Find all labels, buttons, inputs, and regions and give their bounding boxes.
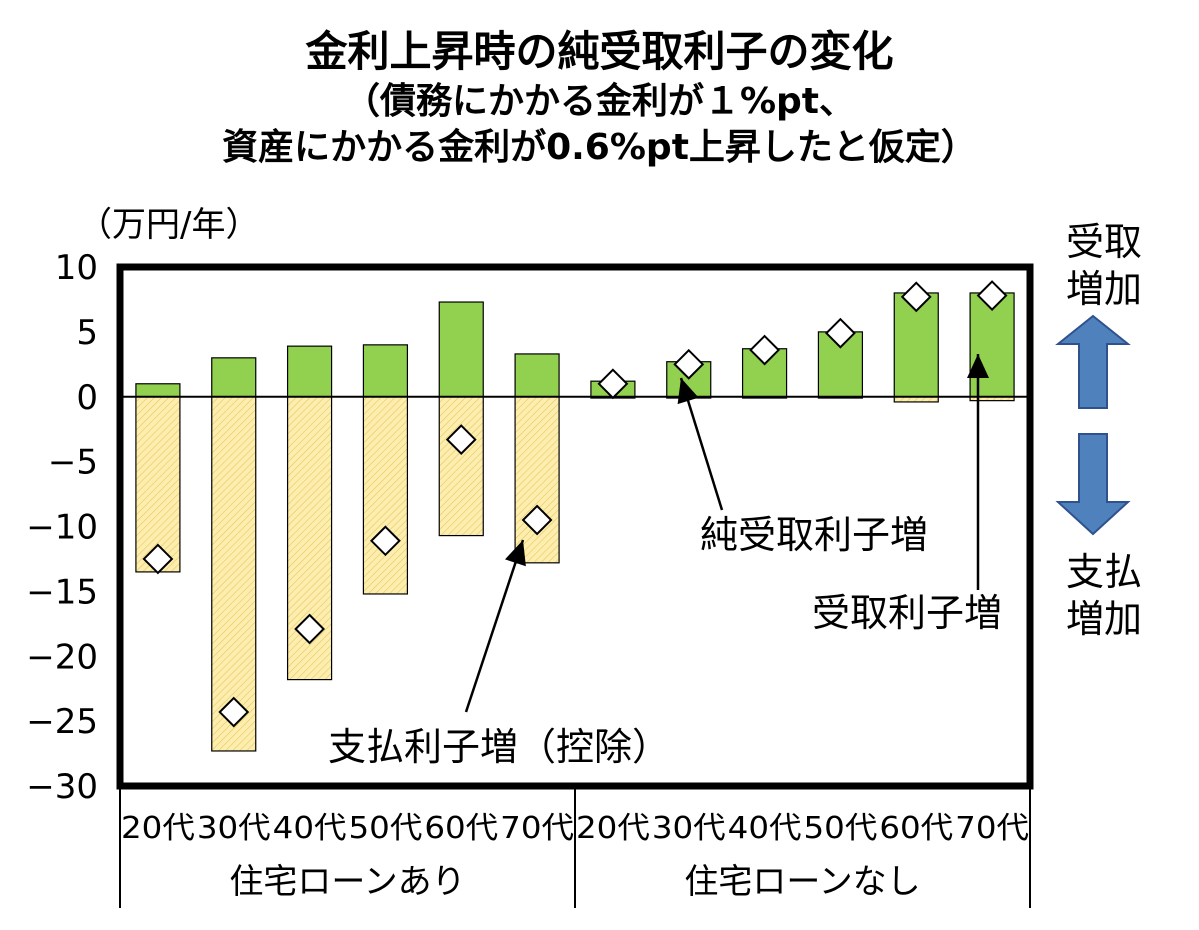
net-marker	[900, 281, 932, 313]
direction-label: 増加	[1066, 267, 1142, 311]
x-tick-label: 50代	[804, 811, 878, 846]
chart-subtitle-line2: 資産にかかる金利が0.6%pt上昇したと仮定）	[222, 127, 977, 168]
y-tick-label: −30	[26, 767, 98, 807]
net-marker	[597, 368, 629, 400]
y-tick-label: 10	[55, 248, 98, 288]
net-marker	[976, 280, 1008, 311]
net-marker	[370, 525, 401, 557]
y-tick-label: −20	[26, 637, 98, 677]
net-marker	[445, 424, 477, 455]
receipt-bar	[438, 301, 484, 398]
x-tick-label: 20代	[121, 811, 195, 846]
payment-arrow-line	[464, 539, 525, 713]
net-marker	[673, 348, 705, 380]
y-tick-label: −5	[48, 443, 98, 483]
chart-title: 金利上昇時の純受取利子の変化	[305, 27, 894, 76]
net-marker	[142, 543, 174, 575]
payment-bar	[135, 396, 181, 573]
net-marker	[749, 334, 780, 366]
y-unit-label: （万円/年）	[78, 205, 259, 245]
payment-bar	[362, 396, 409, 595]
net-marker	[294, 613, 325, 645]
receipt-bar	[362, 344, 409, 398]
x-tick-label: 40代	[273, 811, 347, 846]
net-marker	[218, 696, 250, 728]
x-tick-label: 20代	[576, 811, 650, 846]
x-group-label: 住宅ローンなし	[684, 862, 920, 902]
x-tick-label: 30代	[652, 811, 726, 846]
receipt-bar	[514, 353, 560, 398]
payment-bar	[514, 396, 560, 564]
receipt-bar	[135, 383, 181, 398]
y-tick-label: −15	[26, 572, 98, 612]
x-tick-label: 30代	[197, 811, 271, 846]
x-tick-label: 70代	[955, 811, 1029, 846]
chart-subtitle-line1: （債務にかかる金利が１%pt、	[343, 81, 856, 122]
receipt-annotation: 受取利子増	[812, 591, 1002, 635]
net-annotation: 純受取利子増	[700, 513, 928, 557]
payment-bar	[211, 396, 257, 752]
payment-arrow-head	[505, 540, 526, 567]
y-tick-label: 5	[76, 313, 98, 353]
y-tick-label: −10	[26, 508, 98, 548]
x-tick-label: 40代	[728, 811, 802, 846]
net-arrow-head	[677, 378, 699, 405]
direction-label: 増加	[1066, 597, 1142, 641]
y-tick-label: 0	[76, 378, 98, 418]
payment-bar	[438, 396, 484, 537]
x-tick-label: 60代	[879, 811, 953, 846]
down-arrow-icon	[1055, 433, 1131, 536]
payment-annotation: 支払利子増（控除）	[328, 725, 670, 769]
receipt-bar	[286, 345, 333, 398]
receipt-bar	[211, 357, 257, 398]
x-group-label: 住宅ローンあり	[229, 862, 465, 902]
direction-label: 受取	[1066, 220, 1142, 264]
x-tick-label: 70代	[500, 811, 574, 846]
direction-label: 支払	[1066, 550, 1142, 594]
net-marker	[825, 317, 856, 349]
up-arrow-icon	[1055, 314, 1131, 409]
x-tick-label: 50代	[349, 811, 423, 846]
receipt-arrow-head	[967, 354, 989, 378]
net-marker	[521, 504, 553, 536]
x-tick-label: 60代	[424, 811, 498, 846]
y-tick-label: −25	[26, 702, 98, 742]
